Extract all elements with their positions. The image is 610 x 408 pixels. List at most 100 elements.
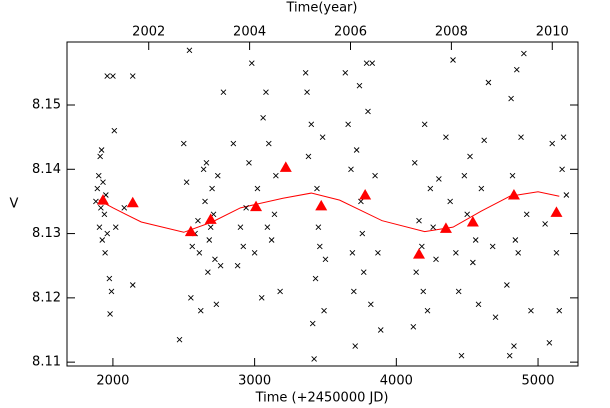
cross-point (509, 172, 516, 179)
cross-point (556, 307, 563, 314)
cross-point (110, 73, 116, 79)
cross-point (504, 282, 510, 288)
cross-point (321, 307, 327, 314)
cross-point (553, 250, 560, 256)
cross-point (528, 307, 534, 314)
cross-point (98, 147, 105, 153)
cross-point (348, 166, 354, 173)
cross-point (546, 340, 553, 346)
x-tick-label: 4000 (380, 374, 413, 389)
cross-point (512, 237, 519, 243)
cross-point (411, 160, 418, 166)
cross-point (206, 237, 213, 243)
cross-point (99, 237, 106, 243)
cross-point (277, 288, 283, 295)
cross-point (188, 295, 194, 301)
cross-point (424, 307, 431, 314)
cross-point (230, 140, 237, 147)
cross-point (240, 243, 247, 250)
cross-point (129, 73, 136, 79)
cross-point (377, 327, 384, 333)
cross-point (352, 343, 359, 349)
cross-point (365, 108, 371, 115)
x2-tick-label: 2004 (233, 25, 266, 40)
cross-point (214, 172, 221, 179)
cross-point (264, 224, 271, 230)
cross-point (212, 256, 218, 263)
cross-point (258, 295, 265, 301)
cross-point (563, 192, 570, 198)
cross-point (372, 172, 378, 179)
cross-point (304, 89, 310, 95)
fit-curve (98, 191, 560, 233)
y-tick-label: 8.12 (32, 290, 61, 305)
cross-point (94, 185, 101, 192)
cross-point (93, 198, 99, 205)
cross-point (316, 243, 323, 250)
cross-point (436, 176, 442, 182)
cross-point (263, 89, 269, 95)
triangle-point (279, 161, 292, 172)
cross-point (111, 127, 118, 134)
cross-point (98, 205, 104, 211)
cross-point (311, 356, 317, 362)
cross-point (271, 211, 278, 218)
triangle-point (126, 196, 139, 208)
cross-point (560, 134, 567, 140)
cross-point (104, 230, 111, 237)
cross-point (359, 230, 366, 237)
cross-point (369, 60, 376, 67)
cross-point (209, 185, 215, 192)
cross-point (419, 243, 425, 250)
cross-point (254, 185, 261, 192)
cross-point (353, 147, 360, 153)
plot-frame (66, 41, 579, 367)
cross-point (489, 243, 496, 250)
x2-tick-label: 2002 (132, 25, 165, 40)
cross-point (443, 134, 449, 140)
cross-point (559, 166, 565, 173)
cross-point (315, 224, 322, 230)
cross-point (100, 179, 106, 185)
triangle-point (550, 206, 563, 217)
cross-point (189, 243, 196, 250)
cross-point (104, 73, 111, 79)
x-tick-label: 3000 (238, 374, 271, 389)
triangle-point (184, 225, 197, 237)
cross-point (433, 256, 439, 263)
cross-point (312, 275, 319, 282)
cross-point (416, 217, 422, 224)
y-tick-label: 8.14 (32, 162, 61, 177)
cross-point (183, 179, 190, 185)
cross-point (478, 185, 485, 192)
cross-point (523, 211, 530, 218)
cross-point (472, 237, 479, 243)
triangle-point (439, 222, 452, 233)
cross-point (96, 224, 103, 230)
cross-point (513, 66, 520, 73)
triangle-point (96, 194, 109, 205)
cross-point (349, 250, 356, 256)
cross-point (464, 211, 471, 218)
cross-point (202, 198, 208, 205)
cross-point (461, 172, 468, 179)
triangle-point (507, 189, 520, 200)
cross-point (273, 172, 279, 179)
cross-point (475, 301, 482, 308)
cross-point (350, 288, 357, 295)
cross-point (358, 198, 364, 205)
cross-point (455, 288, 462, 295)
cross-point (421, 121, 428, 128)
cross-point (345, 121, 351, 128)
cross-point (506, 352, 513, 359)
cross-point (176, 336, 183, 343)
x2-tick-label: 2006 (334, 25, 367, 40)
cross-point (413, 269, 419, 275)
cross-point (309, 320, 316, 327)
cross-point (363, 60, 370, 67)
triangle-point (315, 199, 328, 211)
cross-point (508, 95, 514, 102)
cross-point (108, 288, 115, 295)
